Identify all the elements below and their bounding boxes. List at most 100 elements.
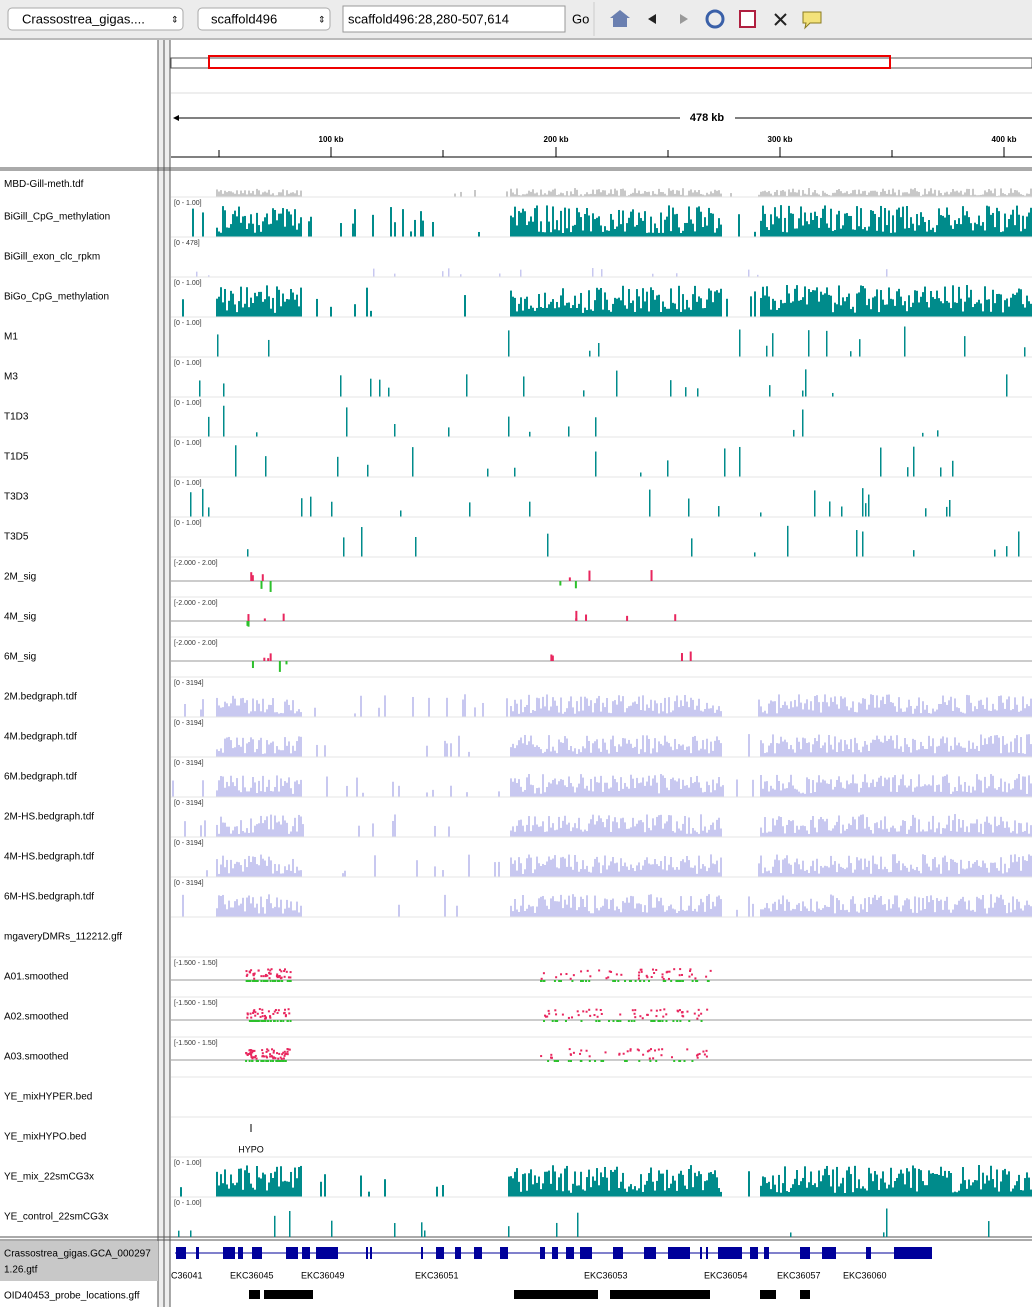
exon bbox=[566, 1247, 574, 1259]
go-button[interactable]: Go bbox=[572, 11, 589, 26]
signal bbox=[254, 1054, 257, 1057]
signal bbox=[283, 1054, 286, 1057]
signal-bar bbox=[774, 901, 776, 917]
signal-bar bbox=[902, 206, 904, 237]
signal bbox=[706, 980, 709, 982]
signal-bar bbox=[986, 867, 988, 877]
signal-bar bbox=[672, 189, 674, 197]
signal-bar bbox=[558, 868, 560, 877]
resize-button[interactable] bbox=[774, 13, 787, 26]
signal-bar bbox=[788, 901, 790, 917]
signal-bar bbox=[704, 195, 706, 197]
signal bbox=[651, 968, 654, 971]
signal-bar bbox=[968, 900, 970, 917]
signal-bar bbox=[1022, 304, 1024, 317]
signal-bar bbox=[918, 225, 920, 237]
track-name[interactable]: OID40453_probe_locations.gff bbox=[4, 1291, 140, 1302]
popup-button[interactable] bbox=[802, 11, 822, 30]
track-name[interactable]: mgaveryDMRs_112212.gff bbox=[4, 932, 122, 943]
track-name[interactable]: BiGill_exon_clc_rpkm bbox=[4, 252, 100, 263]
track-name[interactable]: M3 bbox=[4, 372, 18, 383]
track-name[interactable]: 2M_sig bbox=[4, 572, 36, 583]
track-name[interactable]: MBD-Gill-meth.tdf bbox=[4, 179, 84, 190]
signal bbox=[628, 980, 631, 982]
track-name[interactable]: T1D3 bbox=[4, 412, 29, 423]
signal-bar bbox=[520, 269, 522, 277]
signal-bar bbox=[584, 194, 586, 197]
track-name[interactable]: 6M-HS.bedgraph.tdf bbox=[4, 892, 94, 903]
signal-bar bbox=[962, 712, 964, 717]
track-name[interactable]: A02.smoothed bbox=[4, 1012, 69, 1023]
selected-track-name[interactable] bbox=[0, 1241, 158, 1281]
signal-bar bbox=[564, 899, 566, 917]
signal bbox=[662, 1015, 665, 1018]
track-name[interactable]: 4M.bedgraph.tdf bbox=[4, 732, 77, 743]
signal-bar bbox=[564, 858, 566, 877]
track-name[interactable]: BiGill_CpG_methylation bbox=[4, 212, 110, 223]
signal-bar bbox=[246, 867, 248, 877]
signal-bar bbox=[716, 819, 718, 837]
signal-bar bbox=[530, 784, 532, 797]
refresh-button[interactable] bbox=[705, 9, 725, 29]
signal-bar bbox=[858, 860, 860, 877]
signal-bar bbox=[998, 211, 1000, 237]
signal-bar bbox=[674, 303, 676, 317]
track-name[interactable]: 6M_sig bbox=[4, 652, 36, 663]
signal-bar bbox=[848, 749, 850, 757]
signal-bar bbox=[280, 778, 282, 797]
data-range: [-2.000 - 2.00] bbox=[174, 560, 218, 567]
track-name[interactable]: A03.smoothed bbox=[4, 1052, 69, 1063]
signal-bar bbox=[676, 309, 678, 317]
signal bbox=[661, 973, 664, 976]
signal bbox=[697, 1014, 700, 1017]
track-name[interactable]: YE_mixHYPO.bed bbox=[4, 1132, 86, 1143]
signal-bar bbox=[694, 709, 696, 717]
signal bbox=[675, 980, 678, 982]
signal bbox=[550, 1053, 553, 1056]
signal-bar bbox=[776, 713, 778, 717]
track-name[interactable]: 6M.bedgraph.tdf bbox=[4, 772, 77, 783]
forward-button[interactable] bbox=[680, 14, 688, 24]
track-name[interactable]: YE_mixHYPER.bed bbox=[4, 1092, 92, 1103]
data-range: [0 - 1.00] bbox=[174, 1160, 202, 1167]
track-name[interactable]: YE_control_22smCG3x bbox=[4, 1212, 109, 1223]
signal-bar bbox=[684, 750, 686, 757]
home-button[interactable] bbox=[610, 10, 630, 27]
back-button[interactable] bbox=[648, 14, 656, 24]
signal-bar bbox=[930, 291, 932, 317]
signal-bar bbox=[664, 193, 666, 197]
track-name[interactable]: M1 bbox=[4, 332, 18, 343]
signal bbox=[560, 973, 563, 976]
locus-box[interactable] bbox=[342, 5, 566, 33]
track-name[interactable]: T3D5 bbox=[4, 532, 29, 543]
signal bbox=[289, 971, 292, 974]
track-name[interactable]: T3D3 bbox=[4, 492, 29, 503]
signal-bar bbox=[878, 312, 880, 317]
track-name[interactable]: Crassostrea_gigas.GCA_000297 bbox=[4, 1249, 151, 1260]
track-name[interactable]: A01.smoothed bbox=[4, 972, 69, 983]
signal-bar bbox=[938, 745, 940, 757]
signal-bar bbox=[984, 230, 986, 237]
region-button[interactable] bbox=[739, 10, 756, 28]
track-name[interactable]: 2M-HS.bedgraph.tdf bbox=[4, 812, 94, 823]
signal-bar bbox=[232, 868, 234, 877]
signal-bar bbox=[892, 188, 894, 197]
signal-bar bbox=[268, 894, 270, 917]
signal-bar bbox=[704, 1181, 706, 1197]
track-name[interactable]: T1D5 bbox=[4, 452, 29, 463]
chromosome-dropdown[interactable] bbox=[197, 7, 331, 31]
signal-bar bbox=[884, 191, 886, 197]
signal-bar bbox=[685, 387, 687, 397]
track-name[interactable]: 4M_sig bbox=[4, 612, 36, 623]
signal-bar bbox=[1026, 860, 1028, 877]
track-name[interactable]: BiGo_CpG_methylation bbox=[4, 292, 109, 303]
track-name[interactable]: 1.26.gtf bbox=[4, 1265, 38, 1276]
genome-dropdown[interactable] bbox=[7, 7, 184, 31]
signal-bar bbox=[469, 502, 471, 517]
signal-bar bbox=[700, 211, 702, 237]
track-name[interactable]: YE_mix_22smCG3x bbox=[4, 1172, 94, 1183]
signal-bar bbox=[820, 291, 822, 317]
signal-bar bbox=[714, 790, 716, 797]
track-name[interactable]: 2M.bedgraph.tdf bbox=[4, 692, 77, 703]
track-name[interactable]: 4M-HS.bedgraph.tdf bbox=[4, 852, 94, 863]
